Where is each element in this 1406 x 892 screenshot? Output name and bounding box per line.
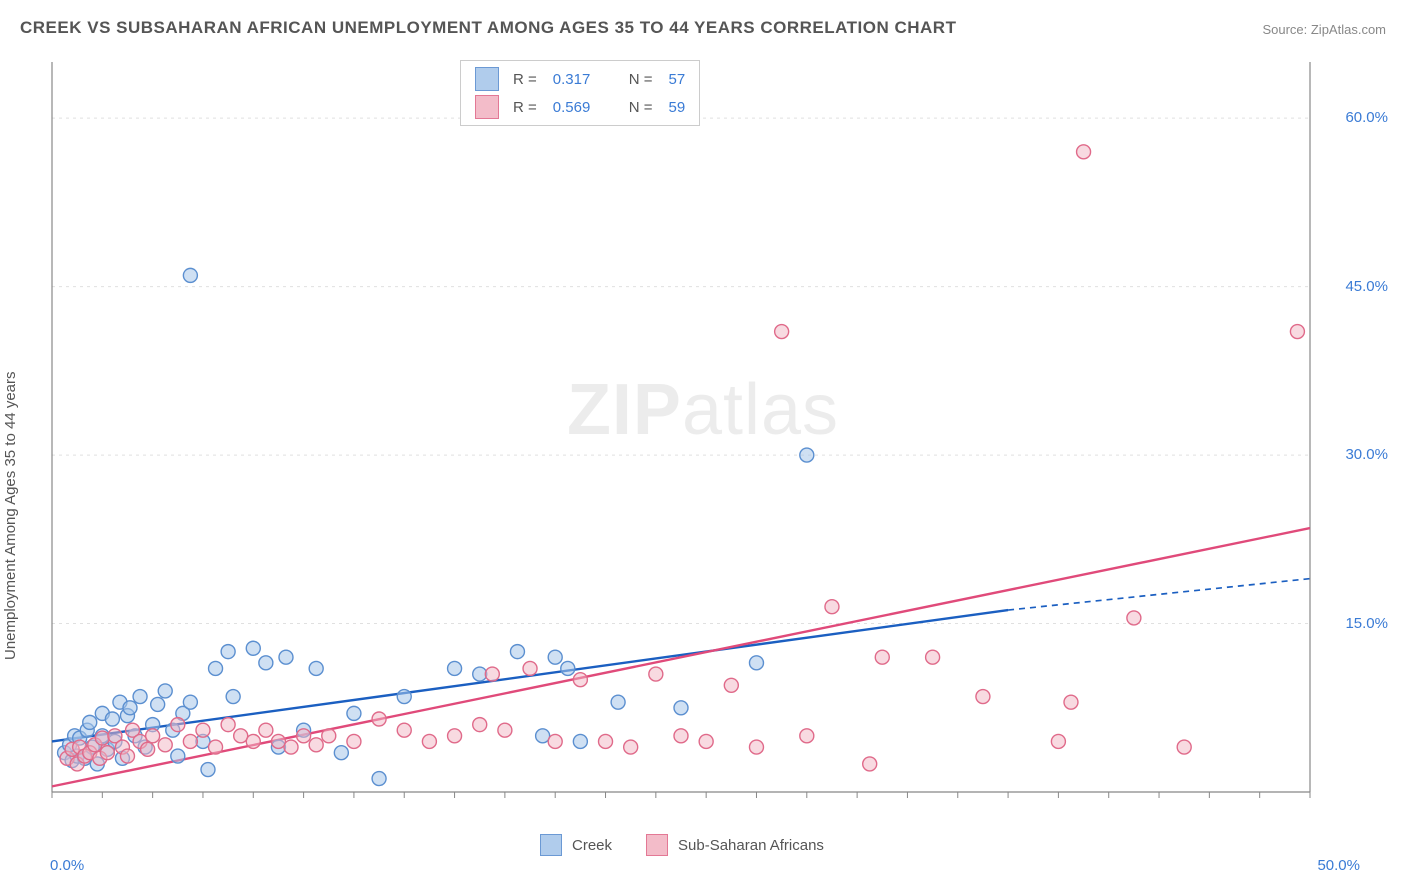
legend-row-creek: R = 0.317 N = 57	[461, 65, 699, 93]
n-value-creek: 57	[669, 71, 686, 88]
n-label: N =	[629, 99, 653, 116]
x-axis-max-label: 50.0%	[1317, 857, 1360, 874]
legend-swatch	[646, 834, 668, 856]
source-attribution: Source: ZipAtlas.com	[1262, 22, 1386, 37]
series-legend: Creek Sub-Saharan Africans	[540, 834, 848, 856]
y-tick-label: 15.0%	[1345, 615, 1388, 632]
y-tick-label: 60.0%	[1345, 109, 1388, 126]
y-tick-label: 45.0%	[1345, 278, 1388, 295]
chart-title: CREEK VS SUBSAHARAN AFRICAN UNEMPLOYMENT…	[20, 18, 956, 38]
r-label: R =	[513, 99, 537, 116]
x-axis-min-label: 0.0%	[50, 857, 84, 874]
correlation-legend: R = 0.317 N = 57 R = 0.569 N = 59	[460, 60, 700, 126]
r-value-creek: 0.317	[553, 71, 605, 88]
y-tick-label: 30.0%	[1345, 446, 1388, 463]
legend-row-ssa: R = 0.569 N = 59	[461, 93, 699, 121]
n-label: N =	[629, 71, 653, 88]
legend-label: Creek	[572, 837, 612, 854]
r-value-ssa: 0.569	[553, 99, 605, 116]
legend-swatch-creek	[475, 67, 499, 91]
legend-label: Sub-Saharan Africans	[678, 837, 824, 854]
n-value-ssa: 59	[669, 99, 686, 116]
scatter-plot	[50, 60, 1360, 820]
legend-swatch-ssa	[475, 95, 499, 119]
r-label: R =	[513, 71, 537, 88]
y-axis-label: Unemployment Among Ages 35 to 44 years	[2, 371, 19, 660]
legend-swatch	[540, 834, 562, 856]
